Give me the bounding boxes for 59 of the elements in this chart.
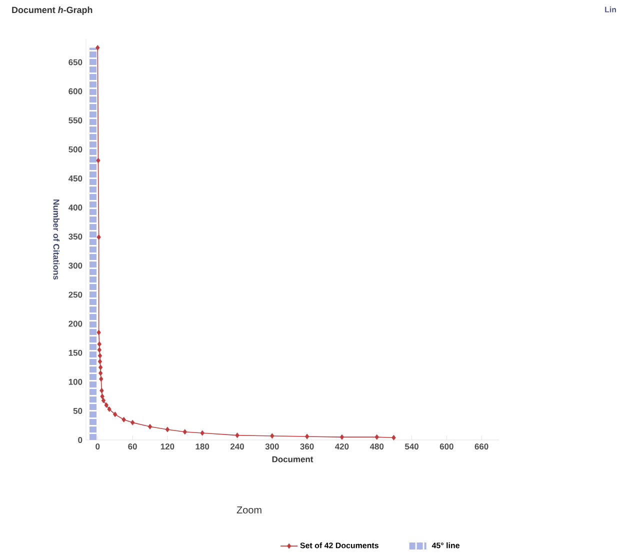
- y-tick-label: 500: [68, 146, 82, 152]
- point: [182, 429, 187, 435]
- point: [270, 433, 274, 439]
- point: [148, 424, 152, 430]
- point: [98, 358, 102, 364]
- point: [107, 406, 112, 412]
- y-tick-label: 600: [68, 88, 82, 94]
- point: [96, 234, 101, 240]
- y-tick-label: 650: [68, 59, 82, 66]
- x-tick-label: 480: [370, 444, 384, 450]
- y-tick-label: 350: [68, 234, 82, 240]
- point: [122, 416, 126, 422]
- y-tick-label: 200: [68, 320, 82, 327]
- x-tick-label: 240: [230, 444, 244, 450]
- point: [96, 158, 100, 164]
- y-tick-label: 300: [68, 262, 82, 269]
- y-tick-label: 50: [73, 408, 82, 414]
- point: [97, 347, 102, 353]
- point: [304, 434, 310, 440]
- x-tick-label: 120: [160, 444, 174, 450]
- y-tick-label: 550: [68, 117, 82, 124]
- point: [96, 44, 100, 50]
- point: [100, 388, 104, 394]
- y-tick-label: 0: [78, 436, 82, 443]
- point: [340, 434, 344, 440]
- x-tick-label: 300: [265, 444, 279, 450]
- point: [100, 394, 104, 400]
- x-tick-label: 600: [440, 444, 454, 450]
- x-tick-label: 420: [335, 444, 349, 450]
- x-axis-title: Document: [272, 456, 314, 462]
- point: [235, 432, 240, 438]
- chart-title: Document h-Graph: [12, 6, 92, 15]
- point: [200, 430, 204, 436]
- point: [130, 420, 135, 426]
- point: [96, 330, 101, 336]
- x-tick-label: 0: [96, 444, 100, 450]
- y-tick-label: 400: [68, 204, 82, 211]
- y-tick-label: 250: [68, 292, 82, 298]
- point: [101, 398, 106, 404]
- point: [112, 412, 118, 418]
- point: [99, 376, 104, 382]
- x-tick-label: 360: [300, 444, 314, 450]
- y-tick-label: 450: [68, 175, 82, 182]
- y-tick-label: 100: [68, 378, 82, 385]
- point: [104, 402, 108, 408]
- y-axis-title: Number of Citations: [53, 200, 60, 280]
- point: [98, 370, 103, 376]
- point: [392, 434, 396, 440]
- x-tick-label: 60: [128, 444, 137, 450]
- point: [98, 364, 103, 370]
- text: Zoom: [236, 506, 262, 514]
- point: [374, 434, 379, 440]
- x-tick-label: 180: [196, 444, 210, 450]
- x-tick-label: 540: [404, 444, 418, 450]
- point: [97, 341, 102, 347]
- x-tick-label: 660: [474, 444, 488, 450]
- y-tick-label: 150: [68, 350, 82, 356]
- point: [165, 426, 170, 432]
- point: [98, 352, 102, 358]
